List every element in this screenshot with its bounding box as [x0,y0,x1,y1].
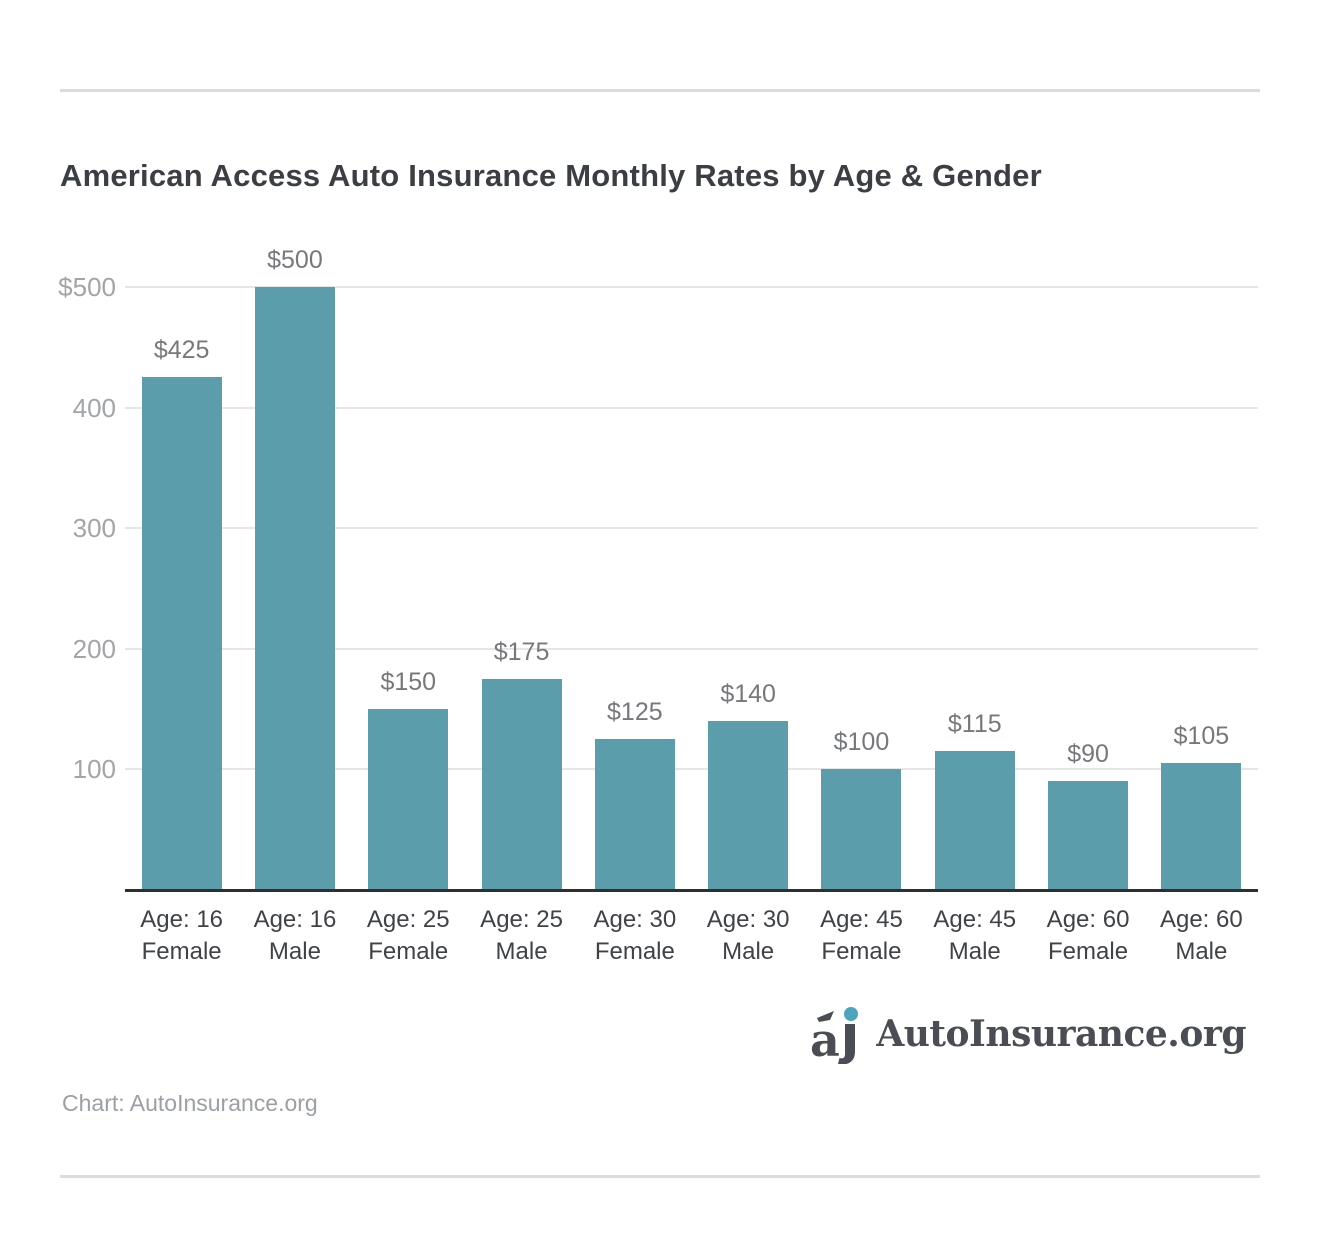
x-label-gender-line: Male [268,937,321,965]
x-axis-category-label: Age: 16 Female [140,904,223,967]
x-label-age-line: Age: 45 [933,906,1017,933]
bar-value-label: $125 [607,698,663,727]
x-label-gender-line: Male [495,937,548,965]
autoinsurance-logo: a AutoInsurance.org [810,1004,1246,1064]
bar [934,751,1015,890]
x-label-gender-line: Female [594,937,675,965]
x-axis-category-label: Age: 60 Female [1047,904,1130,967]
x-label-gender-line: Male [948,937,1001,965]
y-axis-tick-label: 100 [72,754,116,785]
x-axis-category-label: Age: 30 Female [593,904,676,967]
bar [594,739,675,890]
svg-text:a: a [810,1013,840,1064]
x-axis-category-label: Age: 25 Male [480,904,563,967]
y-axis-tick-label: 400 [72,392,116,423]
x-axis-category-label: Age: 45 Female [820,904,903,967]
bar-value-label: $500 [267,246,323,274]
bar [481,678,562,890]
x-axis-category-label: Age: 30 Male [707,904,790,967]
x-label-gender-line: Male [1175,937,1228,965]
x-label-gender-line: Female [1048,937,1129,965]
x-axis-category-label: Age: 16 Male [254,904,337,967]
x-label-age-line: Age: 16 [253,906,337,933]
bar-value-label: $90 [1067,740,1109,769]
bar-value-label: $100 [833,728,890,757]
autoinsurance-logo-icon: a [810,1007,859,1064]
x-label-gender-line: Male [722,937,775,965]
x-label-gender-line: Female [368,937,449,965]
x-axis-category-label: Age: 25 Female [367,904,450,967]
x-axis-category-label: Age: 60 Male [1160,904,1243,967]
bar [708,721,789,890]
x-axis-line [125,889,1258,892]
y-gridline [125,768,1258,771]
x-label-age-line: Age: 60 [1046,906,1130,933]
chart-source-caption: Chart: AutoInsurance.org [62,1090,318,1116]
y-gridline [125,286,1258,288]
bar-value-label: $140 [720,680,776,709]
bar-value-label: $425 [153,336,210,365]
x-axis-category-label: Age: 45 Male [933,904,1016,967]
y-axis-tick-label: 200 [72,633,116,664]
y-gridline [125,406,1258,409]
bar-value-label: $105 [1173,722,1230,751]
bottom-divider [60,1175,1260,1178]
x-label-gender-line: Female [141,937,222,965]
bar [254,287,335,890]
x-label-age-line: Age: 25 [480,906,563,933]
logo-teal-dot [844,1007,859,1021]
x-label-gender-line: Female [821,937,902,965]
x-label-age-line: Age: 60 [1159,906,1243,933]
bar [141,377,222,890]
y-axis-tick-label: $500 [58,272,116,302]
logo-wordmark: AutoInsurance.org [876,1013,1246,1055]
bar [821,769,902,890]
y-gridline [125,647,1258,650]
x-label-age-line: Age: 30 [593,906,677,933]
top-divider [60,89,1260,92]
bar-value-label: $115 [947,710,1002,739]
bar [1048,781,1129,890]
x-label-age-line: Age: 25 [366,906,450,933]
bar-value-label: $175 [493,637,550,666]
y-gridline [125,527,1258,530]
x-label-age-line: Age: 45 [820,906,903,933]
chart-title: American Access Auto Insurance Monthly R… [60,158,1042,193]
bar-value-label: $150 [380,668,437,697]
x-label-age-line: Age: 16 [140,906,224,933]
y-axis-tick-label: 300 [72,513,116,544]
bar [368,709,449,890]
bar [1161,763,1242,890]
x-label-age-line: Age: 30 [706,906,790,933]
